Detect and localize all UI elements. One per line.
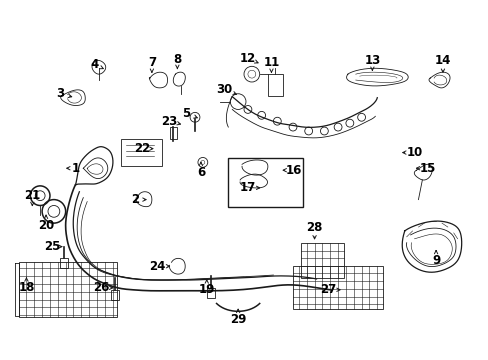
Text: 7: 7 bbox=[147, 56, 156, 69]
Bar bbox=[292, 266, 383, 309]
Text: 28: 28 bbox=[306, 221, 322, 234]
Text: 11: 11 bbox=[263, 56, 279, 69]
Text: 12: 12 bbox=[239, 52, 256, 65]
Text: 29: 29 bbox=[229, 312, 246, 326]
Text: 18: 18 bbox=[18, 281, 35, 294]
Text: 5: 5 bbox=[182, 107, 190, 120]
Bar bbox=[206, 288, 214, 298]
Bar bbox=[300, 243, 343, 278]
Text: 9: 9 bbox=[431, 254, 439, 267]
Bar bbox=[267, 74, 283, 96]
Text: 10: 10 bbox=[406, 146, 422, 159]
Text: 17: 17 bbox=[239, 181, 256, 194]
Text: 6: 6 bbox=[196, 166, 204, 179]
Text: 26: 26 bbox=[93, 281, 109, 294]
Text: 30: 30 bbox=[216, 84, 232, 96]
Text: 2: 2 bbox=[131, 193, 139, 206]
Text: 1: 1 bbox=[71, 162, 80, 175]
Text: 21: 21 bbox=[24, 189, 41, 202]
Bar bbox=[120, 139, 162, 166]
Text: 15: 15 bbox=[419, 162, 436, 175]
Text: 27: 27 bbox=[320, 283, 336, 296]
Bar bbox=[19, 262, 116, 317]
Text: 24: 24 bbox=[149, 260, 165, 273]
Text: 22: 22 bbox=[134, 142, 150, 155]
Bar bbox=[169, 127, 177, 139]
Text: 13: 13 bbox=[364, 54, 380, 67]
Text: 3: 3 bbox=[56, 87, 64, 100]
Bar bbox=[228, 158, 302, 207]
Text: 19: 19 bbox=[198, 283, 215, 296]
Bar bbox=[60, 258, 67, 268]
Bar bbox=[110, 290, 118, 300]
Text: 14: 14 bbox=[434, 54, 450, 67]
Text: 25: 25 bbox=[43, 240, 60, 253]
Text: 4: 4 bbox=[90, 58, 98, 71]
Text: 8: 8 bbox=[173, 53, 181, 66]
Text: 20: 20 bbox=[38, 219, 54, 231]
Text: 16: 16 bbox=[285, 164, 302, 177]
Text: 23: 23 bbox=[161, 115, 177, 128]
